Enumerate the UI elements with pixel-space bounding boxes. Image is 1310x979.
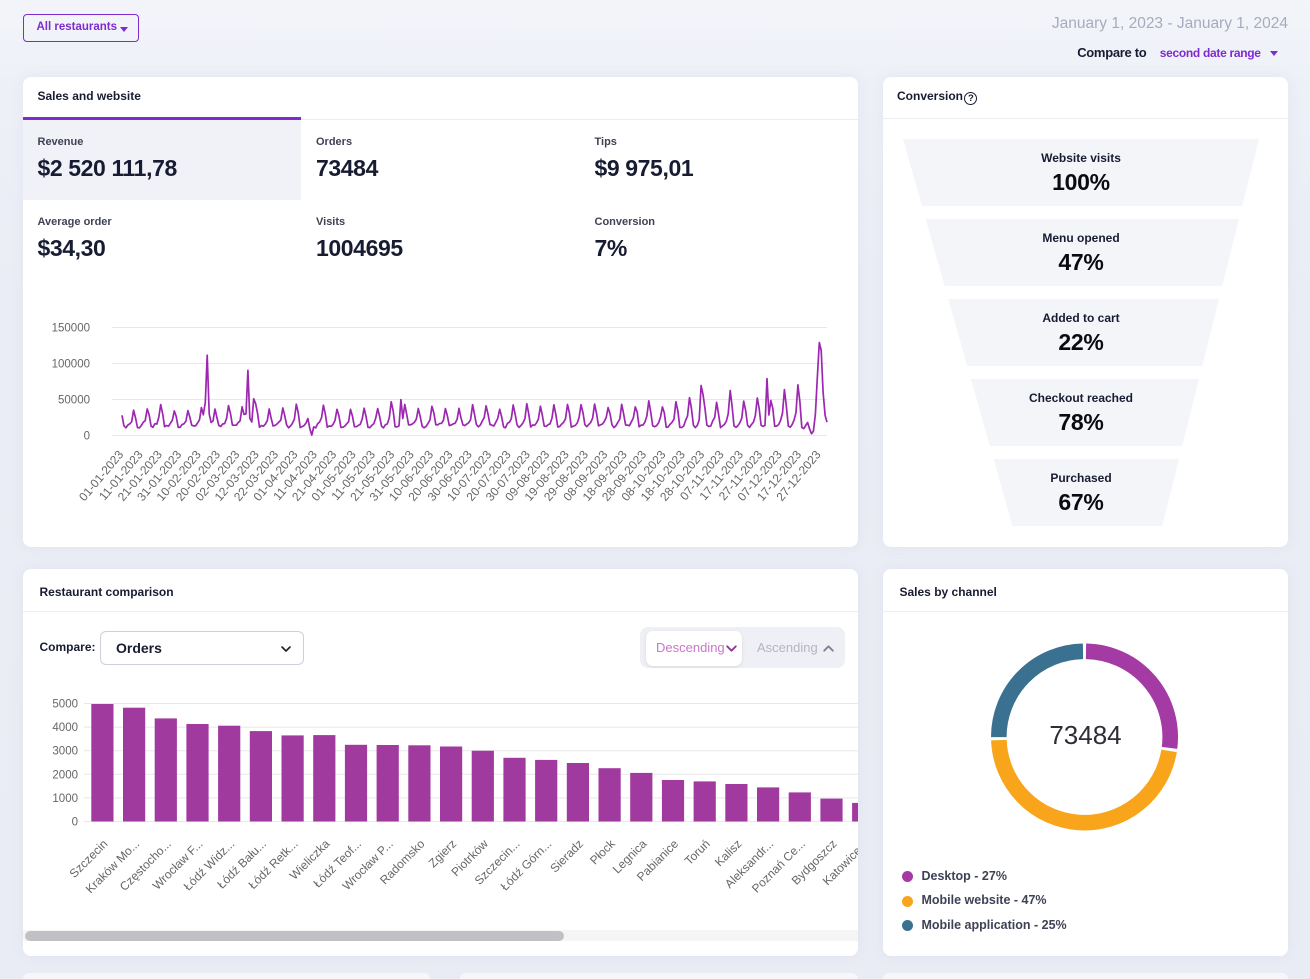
svg-text:1000: 1000 <box>52 793 78 805</box>
svg-text:50000: 50000 <box>58 395 90 407</box>
svg-text:100000: 100000 <box>52 359 90 371</box>
svg-text:2000: 2000 <box>52 769 78 781</box>
svg-text:Toruń: Toruń <box>682 837 713 868</box>
svg-text:Sieradz: Sieradz <box>547 837 586 876</box>
svg-text:3000: 3000 <box>52 746 78 758</box>
svg-text:5000: 5000 <box>52 699 78 711</box>
svg-text:150000: 150000 <box>52 323 90 335</box>
svg-text:4000: 4000 <box>52 722 78 734</box>
svg-text:0: 0 <box>72 817 78 829</box>
svg-text:0: 0 <box>84 431 90 443</box>
